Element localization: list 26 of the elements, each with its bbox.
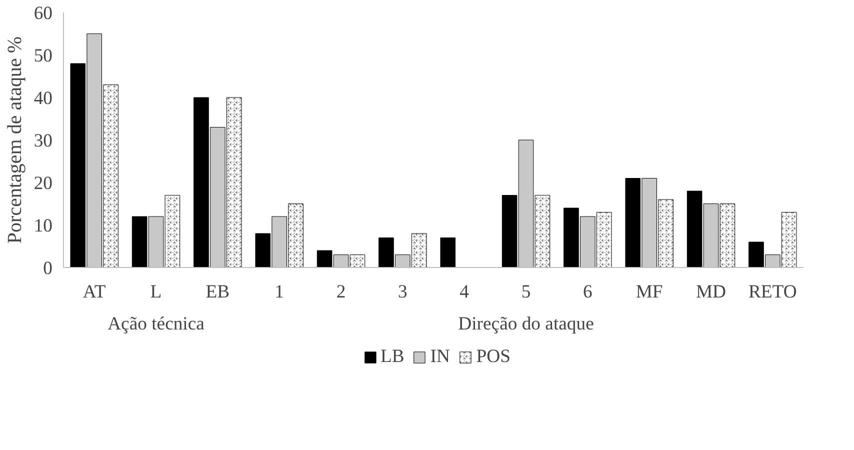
legend-label: LB bbox=[380, 346, 404, 368]
y-tick-label: 50 bbox=[34, 46, 52, 66]
x-tick-label: 4 bbox=[460, 282, 470, 302]
x-tick-label: 5 bbox=[521, 282, 531, 302]
x-tick-label: RETO bbox=[748, 282, 797, 302]
x-tick-label: 3 bbox=[398, 282, 408, 302]
text: Direção do ataque bbox=[458, 314, 594, 334]
y-tick-label: 30 bbox=[34, 130, 52, 152]
y-tick-label: 10 bbox=[34, 216, 52, 236]
x-tick-label: EB bbox=[206, 282, 230, 302]
x-tick-label: 1 bbox=[274, 282, 284, 302]
y-tick-label: 40 bbox=[34, 88, 52, 109]
x-tick-label: 2 bbox=[336, 282, 346, 302]
x-tick-label: MD bbox=[696, 282, 726, 302]
text: Ação técnica bbox=[108, 314, 206, 334]
y-tick-label: 20 bbox=[34, 173, 52, 194]
y-axis-title: Porcentagem de ataque % bbox=[4, 36, 26, 244]
y-tick-label: 60 bbox=[34, 3, 52, 24]
x-tick-label: L bbox=[150, 282, 162, 302]
x-tick-label: 6 bbox=[583, 282, 592, 302]
x-tick-label: MF bbox=[636, 282, 663, 302]
legend-label: POS bbox=[476, 346, 511, 368]
y-tick-label: 0 bbox=[43, 258, 52, 279]
legend-label: IN bbox=[430, 346, 450, 368]
bar bbox=[440, 238, 456, 268]
x-tick-label: AT bbox=[82, 282, 106, 302]
